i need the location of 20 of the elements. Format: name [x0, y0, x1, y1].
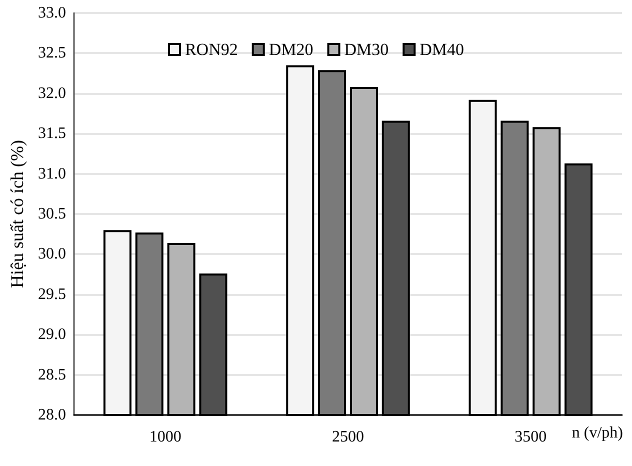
y-tick-label: 28.0 — [38, 406, 66, 424]
legend-label: DM30 — [344, 40, 389, 59]
y-tick-label: 29.0 — [38, 326, 66, 344]
x-tick-label: 3500 — [514, 428, 547, 446]
y-tick-label: 33.0 — [38, 4, 66, 22]
y-tick-label: 31.5 — [38, 125, 66, 142]
legend-label: DM40 — [420, 40, 464, 59]
y-tick-label: 28.5 — [38, 366, 66, 384]
y-tick-label: 30.5 — [38, 206, 66, 222]
y-tick-label: 29.5 — [38, 286, 66, 303]
legend-label: DM20 — [268, 40, 314, 59]
y-axis-title: Hiệu suất có ích (%) — [7, 140, 27, 288]
legend-label: RON92 — [184, 40, 238, 59]
x-tick-label: 2500 — [332, 428, 364, 446]
y-tick-label: 30.0 — [38, 246, 66, 263]
x-axis-title: n (v/ph) — [572, 424, 624, 442]
y-tick-label: 32.0 — [38, 84, 66, 102]
x-tick-label: 1000 — [149, 428, 182, 446]
y-tick-label: 32.5 — [38, 44, 66, 62]
y-tick-label: 31.0 — [38, 165, 66, 182]
